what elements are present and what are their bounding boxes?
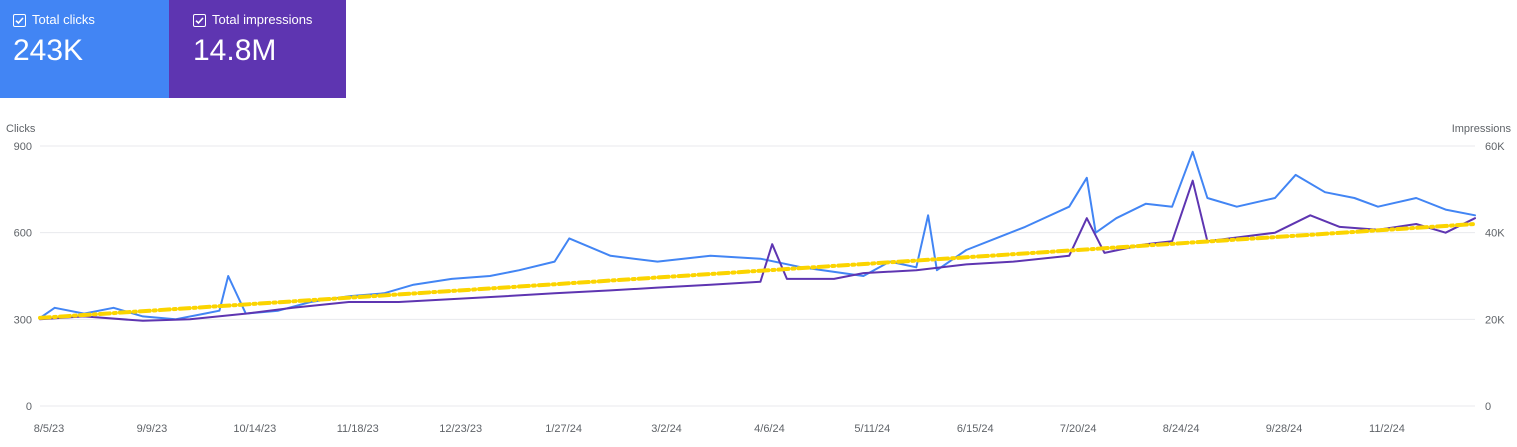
right-tick-label: 60K bbox=[1485, 141, 1505, 153]
x-tick-labels: 8/5/23 9/9/23 10/14/23 11/18/23 12/23/23 1/27… bbox=[34, 423, 1405, 435]
trend-line bbox=[38, 222, 1477, 320]
total-impressions-header: Total impressions bbox=[193, 12, 333, 28]
gridlines bbox=[40, 145, 1475, 407]
chart-svg: Clicks Impressions 900 600 300 0 60K 40K 20K 0… bbox=[6, 123, 1512, 435]
series-line-1 bbox=[39, 179, 1476, 322]
performance-chart: Clicks Impressions 900 600 300 0 60K 40K 20K 0… bbox=[0, 110, 1517, 442]
right-tick-label: 0 bbox=[1485, 401, 1491, 413]
total-clicks-value: 243K bbox=[13, 34, 84, 67]
left-axis-label: Clicks bbox=[6, 123, 36, 135]
right-axis-label: Impressions bbox=[1452, 123, 1512, 135]
total-clicks-label: Total clicks bbox=[32, 12, 95, 27]
x-tick-label: 9/28/24 bbox=[1266, 423, 1303, 435]
total-impressions-label: Total impressions bbox=[212, 12, 313, 27]
left-tick-label: 600 bbox=[14, 228, 32, 240]
x-tick-label: 12/23/23 bbox=[439, 423, 482, 435]
x-tick-label: 9/9/23 bbox=[137, 423, 168, 435]
left-tick-labels: 900 600 300 0 bbox=[14, 141, 32, 413]
left-tick-label: 0 bbox=[26, 401, 32, 413]
checkbox-checked-icon[interactable] bbox=[193, 13, 206, 27]
total-clicks-header: Total clicks bbox=[13, 12, 156, 28]
x-tick-label: 11/2/24 bbox=[1369, 423, 1405, 435]
series-lines bbox=[38, 150, 1477, 322]
x-tick-label: 1/27/24 bbox=[545, 423, 582, 435]
right-tick-label: 40K bbox=[1485, 228, 1505, 240]
metric-cards: Total clicks 243K Total impressions 14.8… bbox=[0, 0, 346, 98]
x-tick-label: 7/20/24 bbox=[1060, 423, 1097, 435]
checkbox-checked-icon[interactable] bbox=[13, 13, 26, 27]
x-tick-label: 5/11/24 bbox=[854, 423, 890, 435]
left-tick-label: 900 bbox=[14, 141, 32, 153]
total-impressions-card[interactable]: Total impressions 14.8M bbox=[169, 0, 346, 98]
x-tick-label: 8/5/23 bbox=[34, 423, 65, 435]
x-tick-label: 4/6/24 bbox=[754, 423, 785, 435]
right-tick-labels: 60K 40K 20K 0 bbox=[1485, 141, 1505, 413]
total-impressions-value: 14.8M bbox=[193, 34, 277, 67]
right-tick-label: 20K bbox=[1485, 314, 1505, 326]
series-line-0 bbox=[39, 150, 1476, 321]
x-tick-label: 8/24/24 bbox=[1163, 423, 1200, 435]
left-tick-label: 300 bbox=[14, 314, 32, 326]
x-tick-label: 6/15/24 bbox=[957, 423, 994, 435]
x-tick-label: 11/18/23 bbox=[337, 423, 379, 435]
total-clicks-card[interactable]: Total clicks 243K bbox=[0, 0, 169, 98]
x-tick-label: 10/14/23 bbox=[233, 423, 276, 435]
x-tick-label: 3/2/24 bbox=[651, 423, 682, 435]
